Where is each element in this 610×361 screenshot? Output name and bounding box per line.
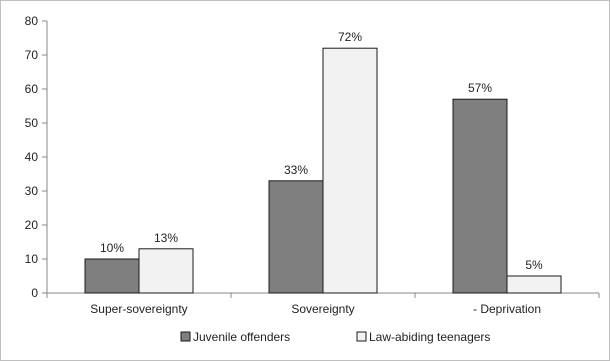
bar-law-abiding-teenagers	[506, 275, 562, 294]
bar-juvenile-offenders	[268, 180, 324, 294]
x-tick-label: - Deprivation	[473, 302, 541, 316]
y-tick-label: 70	[25, 48, 39, 62]
bar-juvenile-offenders	[84, 258, 140, 294]
data-label: 13%	[154, 231, 178, 245]
bar-law-abiding-teenagers	[138, 248, 194, 294]
y-tick-label: 60	[25, 82, 39, 96]
y-tick-label: 30	[25, 184, 39, 198]
x-tick-label: Sovereignty	[291, 302, 354, 316]
legend-swatch	[180, 331, 191, 342]
bar-juvenile-offenders	[452, 98, 508, 294]
data-label: 72%	[338, 30, 362, 44]
chart-bars	[84, 47, 562, 294]
x-tick-label: Super-sovereignty	[90, 302, 187, 316]
data-label: 57%	[468, 81, 492, 95]
legend-swatch	[356, 331, 367, 342]
y-tick-label: 0	[31, 286, 38, 300]
chart-data-labels: 10% 13% 33% 72% 57% 5%	[100, 30, 543, 272]
legend-label: Law-abiding teenagers	[369, 330, 490, 344]
y-tick-label: 80	[25, 14, 39, 28]
data-label: 33%	[284, 163, 308, 177]
data-label: 5%	[525, 258, 543, 272]
y-tick-label: 40	[25, 150, 39, 164]
bar-law-abiding-teenagers	[322, 47, 378, 294]
y-tick-label: 50	[25, 116, 39, 130]
y-tick-label: 10	[25, 252, 39, 266]
y-tick-label: 20	[25, 218, 39, 232]
chart-legend: Juvenile offenders Law-abiding teenagers	[180, 330, 490, 344]
legend-label: Juvenile offenders	[193, 330, 290, 344]
data-label: 10%	[100, 241, 124, 255]
